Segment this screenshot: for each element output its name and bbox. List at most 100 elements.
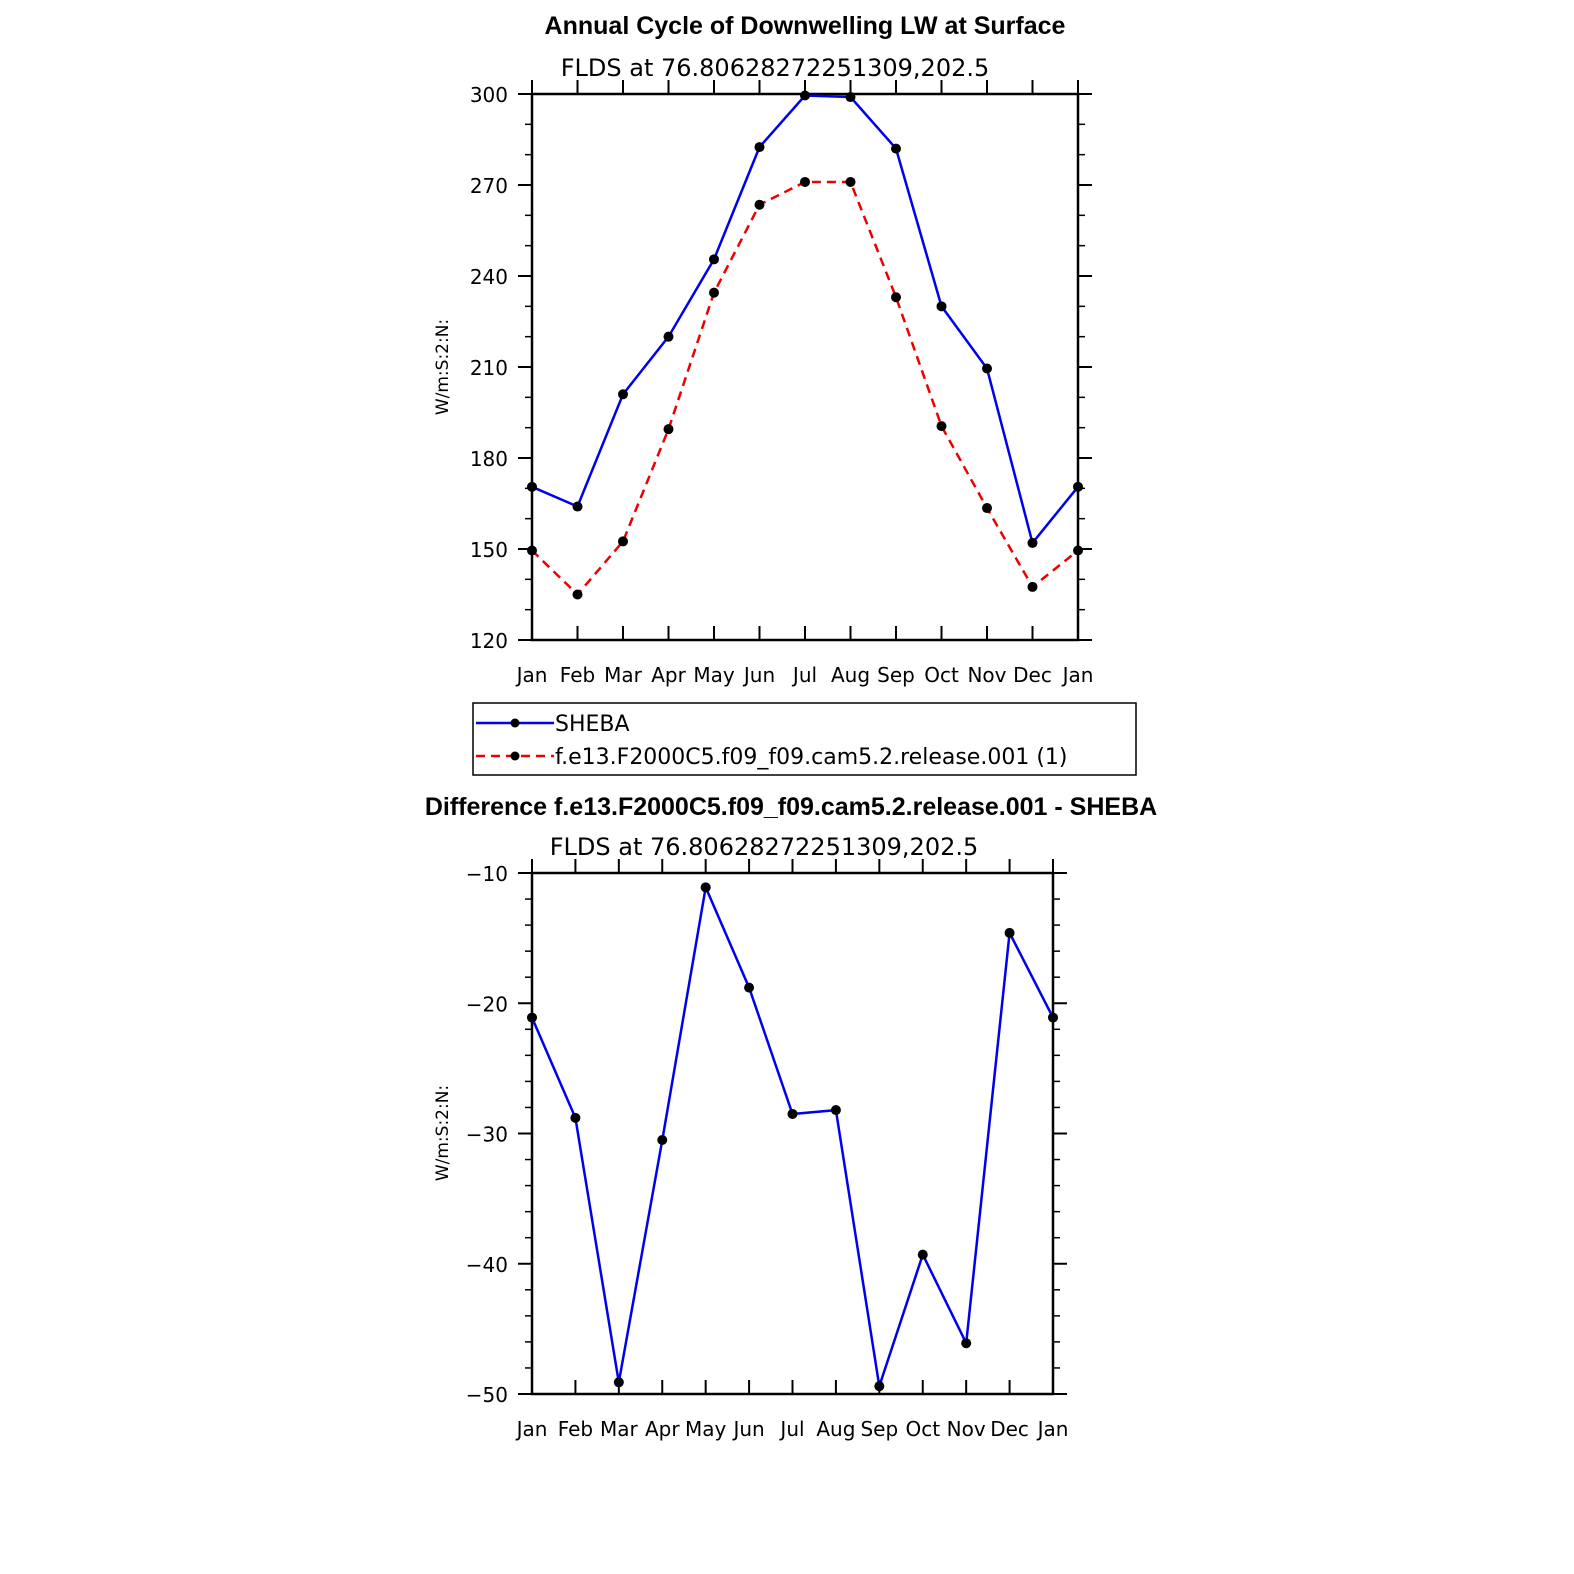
x-tick-label: Jul xyxy=(791,663,817,687)
data-point xyxy=(700,882,711,893)
series-line-0 xyxy=(531,94,1079,546)
x-tick-label: May xyxy=(685,1417,727,1441)
legend-label-sheba: SHEBA xyxy=(555,712,630,737)
legend-marker-model xyxy=(510,751,520,761)
x-tick-label: Jan xyxy=(1036,1417,1069,1441)
data-point xyxy=(618,536,628,547)
x-tick-label: Feb xyxy=(560,663,595,687)
chart-subtitle: FLDS at 76.80628272251309,202.5 xyxy=(561,54,990,82)
data-point xyxy=(657,1135,668,1146)
x-tick-label: Aug xyxy=(831,663,870,687)
x-tick-label: Jun xyxy=(731,1417,764,1441)
x-tick-label: Mar xyxy=(604,663,643,687)
x-tick-label: Apr xyxy=(645,1417,680,1441)
x-tick-label: Nov xyxy=(967,663,1006,687)
x-tick-label: Apr xyxy=(651,663,686,687)
x-tick-label: Dec xyxy=(1013,663,1052,687)
data-point xyxy=(982,363,992,374)
x-tick-label: Dec xyxy=(990,1417,1029,1441)
plot-frame xyxy=(530,92,1080,642)
data-point xyxy=(891,143,901,154)
annual-cycle-chart: Annual Cycle of Downwelling LW at Surfac… xyxy=(433,12,1093,687)
data-point xyxy=(874,1381,885,1392)
data-point xyxy=(1004,927,1015,938)
data-point xyxy=(891,292,901,303)
y-tick-label: 180 xyxy=(470,447,508,471)
data-point xyxy=(1048,1012,1058,1023)
data-point xyxy=(961,1338,972,1349)
y-tick-label: 240 xyxy=(470,265,508,289)
x-tick-label: Sep xyxy=(877,663,915,687)
difference-chart: Difference f.e13.F2000C5.f09_f09.cam5.2.… xyxy=(425,793,1157,1441)
data-point xyxy=(709,287,719,298)
data-point xyxy=(787,1108,798,1119)
data-point xyxy=(936,421,947,432)
y-tick-label: −40 xyxy=(466,1253,508,1277)
data-point xyxy=(527,481,537,492)
x-tick-label: Jan xyxy=(515,1417,548,1441)
x-tick-label: Jun xyxy=(742,663,775,687)
data-point xyxy=(1073,481,1083,492)
data-point xyxy=(1073,545,1083,556)
y-axis-label: W/m:S:2:N: xyxy=(433,1085,453,1181)
data-point xyxy=(663,331,674,342)
data-point xyxy=(527,1012,537,1023)
y-tick-label: 120 xyxy=(470,629,508,653)
x-tick-label: May xyxy=(693,663,735,687)
y-tick-label: 300 xyxy=(470,83,508,107)
y-tick-label: −20 xyxy=(466,992,508,1016)
data-point xyxy=(800,176,810,187)
data-point xyxy=(936,301,947,312)
series-line-1 xyxy=(531,180,1079,597)
data-point xyxy=(618,389,628,400)
data-point xyxy=(845,92,856,103)
y-tick-label: −10 xyxy=(466,862,508,886)
data-point xyxy=(1027,537,1038,548)
chart-title: Annual Cycle of Downwelling LW at Surfac… xyxy=(545,12,1066,40)
series-line-0 xyxy=(530,882,1055,1387)
x-tick-label: Oct xyxy=(924,663,959,687)
y-tick-label: −50 xyxy=(466,1383,508,1407)
data-point xyxy=(572,501,583,512)
x-tick-label: Jan xyxy=(515,663,548,687)
x-tick-label: Jan xyxy=(1061,663,1094,687)
x-tick-label: Oct xyxy=(905,1417,940,1441)
x-tick-label: Aug xyxy=(816,1417,855,1441)
data-point xyxy=(744,982,755,993)
x-tick-label: Jul xyxy=(778,1417,804,1441)
data-point xyxy=(800,90,810,101)
data-point xyxy=(663,424,674,435)
legend: SHEBA f.e13.F2000C5.f09_f09.cam5.2.relea… xyxy=(472,702,1137,776)
y-tick-label: 150 xyxy=(470,538,508,562)
data-point xyxy=(570,1112,581,1123)
y-tick-label: −30 xyxy=(466,1123,508,1147)
data-point xyxy=(754,199,765,210)
y-axis-label: W/m:S:2:N: xyxy=(433,319,453,415)
y-tick-label: 210 xyxy=(470,356,508,380)
axes: Jan Feb Mar Apr May Jun Jul Aug Sep Oct Nov Dec Jan−… xyxy=(466,859,1069,1441)
legend-entry-sheba: SHEBA xyxy=(476,712,630,737)
series-layer xyxy=(527,90,1083,600)
x-tick-label: Feb xyxy=(558,1417,593,1441)
data-point xyxy=(754,142,765,153)
data-point xyxy=(917,1249,928,1260)
data-point xyxy=(709,254,719,265)
legend-box xyxy=(472,702,1137,776)
legend-marker-sheba xyxy=(510,718,520,728)
data-point xyxy=(527,545,537,556)
series-layer xyxy=(527,882,1058,1392)
data-point xyxy=(845,176,856,187)
x-tick-label: Mar xyxy=(600,1417,639,1441)
data-point xyxy=(982,503,992,514)
legend-label-model: f.e13.F2000C5.f09_f09.cam5.2.release.001… xyxy=(555,745,1067,770)
x-tick-label: Nov xyxy=(947,1417,986,1441)
data-point xyxy=(830,1105,841,1116)
chart-subtitle: FLDS at 76.80628272251309,202.5 xyxy=(550,833,979,861)
data-point xyxy=(613,1377,624,1388)
y-tick-label: 270 xyxy=(470,174,508,198)
legend-entry-model: f.e13.F2000C5.f09_f09.cam5.2.release.001… xyxy=(476,745,1067,770)
chart-title: Difference f.e13.F2000C5.f09_f09.cam5.2.… xyxy=(425,793,1157,821)
axes: Jan Feb Mar Apr May Jun Jul Aug Sep Oct Nov Dec Jan 1… xyxy=(470,80,1094,687)
data-point xyxy=(1027,581,1038,592)
